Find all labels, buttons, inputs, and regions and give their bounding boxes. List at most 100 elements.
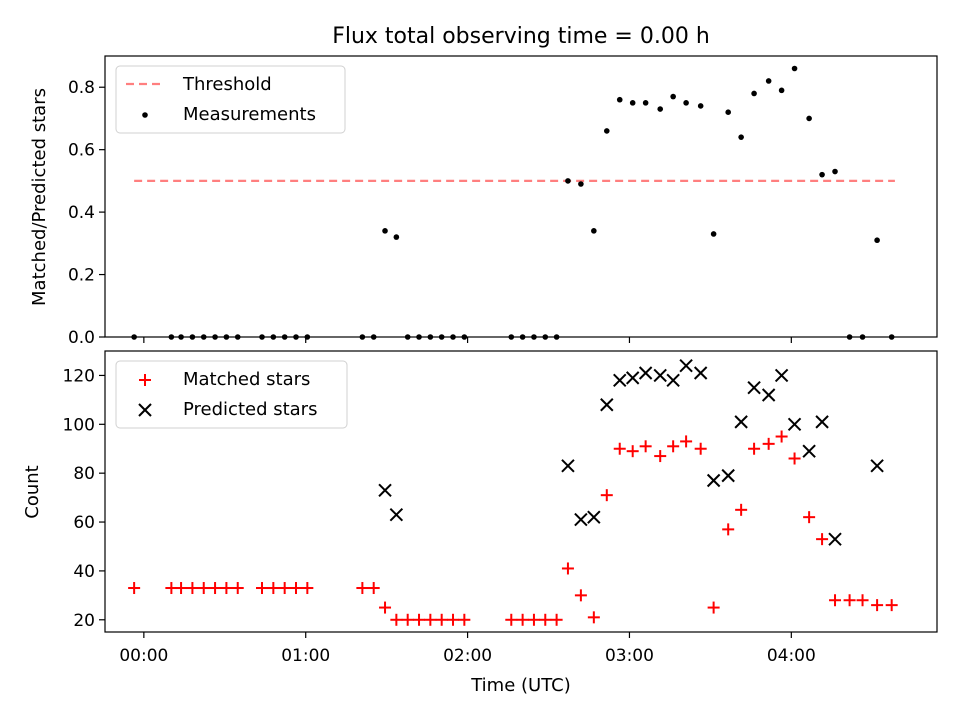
top-y-label: Matched/Predicted stars <box>29 88 50 306</box>
x-tick-label: 00:00 <box>119 646 168 666</box>
matched-stars-point <box>829 594 842 607</box>
matched-stars-point <box>231 582 244 595</box>
bottom-x-ticks: 00:00 01:00 02:00 03:00 04:00 <box>119 632 816 666</box>
measurement-point <box>697 103 704 109</box>
y-tick-label: 0.8 <box>68 78 95 98</box>
matched-stars-point <box>186 582 199 595</box>
bottom-y-label: Count <box>22 465 43 518</box>
matched-stars-point <box>856 594 869 607</box>
chart-title: Flux total observing time = 0.00 h <box>332 24 710 49</box>
y-tick-label: 60 <box>73 513 95 533</box>
predicted-stars-point <box>389 508 404 522</box>
measurement-point <box>710 231 717 237</box>
measurement-point <box>832 168 838 175</box>
matched-stars-point <box>735 503 748 516</box>
bottom-axes-frame <box>104 350 938 633</box>
matched-stars-point <box>722 523 735 536</box>
y-tick-label: 0.6 <box>68 141 95 161</box>
matched-stars-point <box>694 442 707 455</box>
matched-stars-point <box>561 562 574 575</box>
matched-stars-point <box>220 582 233 595</box>
matched-stars-point <box>278 582 291 595</box>
predicted-stars-point <box>706 473 721 488</box>
matched-stars-point <box>587 611 600 624</box>
y-tick-label: 120 <box>63 366 95 386</box>
matched-stars-point <box>539 613 552 626</box>
matched-stars-point <box>128 582 141 595</box>
top-x-ticks <box>143 337 792 343</box>
matched-stars-point <box>550 613 563 626</box>
y-tick-label: 0.4 <box>68 203 95 223</box>
predicted-stars-point <box>802 444 816 458</box>
matched-stars-point <box>762 437 775 450</box>
predicted-stars-point <box>828 532 842 546</box>
top-legend: Threshold Measurements <box>115 65 346 134</box>
measurement-point <box>806 115 812 122</box>
matched-stars-point <box>390 613 403 626</box>
measurement-point <box>629 100 636 106</box>
matched-stars-point <box>639 440 652 453</box>
predicted-stars-point <box>561 459 575 473</box>
matched-stars-point <box>680 435 693 448</box>
legend-matched-label: Matched stars <box>183 369 310 390</box>
matched-stars-point <box>209 582 222 595</box>
matched-stars-point <box>175 582 188 595</box>
predicted-stars-point <box>693 366 708 380</box>
matched-stars-point <box>748 442 761 455</box>
measurement-point <box>725 109 731 115</box>
legend-measurements-swatch <box>142 112 148 118</box>
measurement-point <box>874 237 880 244</box>
matched-stars-point <box>197 582 210 595</box>
predicted-stars-point <box>815 415 829 429</box>
top-y-ticks: 0.0 0.2 0.4 0.6 0.8 <box>68 78 105 348</box>
matched-stars-point <box>667 440 680 453</box>
predicted-stars-point <box>787 417 802 432</box>
measurement-point <box>778 87 785 94</box>
top-axes-frame <box>104 55 938 338</box>
matched-stars-point <box>527 613 540 626</box>
measurement-point <box>791 65 798 72</box>
bottom-marks <box>128 358 898 626</box>
matched-stars-point <box>290 582 303 595</box>
matched-stars-point <box>654 450 667 463</box>
predicted-stars-point <box>378 483 392 497</box>
measurement-point <box>565 178 571 184</box>
measurement-point <box>591 228 597 234</box>
predicted-stars-point <box>666 373 680 388</box>
legend-predicted-label: Predicted stars <box>183 399 317 420</box>
y-tick-label: 80 <box>73 464 95 484</box>
matched-stars-point <box>267 582 280 595</box>
measurement-point <box>765 78 772 84</box>
matched-stars-point <box>613 442 626 455</box>
measurement-point <box>642 100 649 106</box>
measurement-point <box>657 106 664 112</box>
x-tick-label: 03:00 <box>605 646 654 666</box>
matched-stars-point <box>435 613 448 626</box>
predicted-stars-point <box>721 468 735 483</box>
y-tick-label: 20 <box>73 611 95 631</box>
matched-stars-point <box>626 445 639 458</box>
bottom-y-ticks: 20 40 60 80 100 120 <box>63 366 105 631</box>
matched-stars-point <box>424 613 437 626</box>
bottom-legend-box <box>115 360 348 429</box>
predicted-stars-point <box>653 368 667 383</box>
bottom-x-label: Time (UTC) <box>470 675 571 696</box>
y-tick-label: 0.2 <box>68 266 95 286</box>
predicted-stars-point <box>638 366 653 380</box>
predicted-stars-point <box>574 512 588 527</box>
matched-stars-point <box>401 613 414 626</box>
legend-predicted-swatch <box>138 403 152 417</box>
matched-stars-point <box>600 489 613 502</box>
y-tick-label: 40 <box>73 562 95 582</box>
matched-stars-point <box>505 613 518 626</box>
predicted-stars-point <box>679 358 693 373</box>
predicted-stars-point <box>613 373 627 388</box>
y-tick-label: 100 <box>63 415 95 435</box>
predicted-stars-point <box>600 398 614 412</box>
matched-stars-point <box>843 594 856 607</box>
matched-stars-point <box>301 582 314 595</box>
top-legend-box <box>115 65 346 134</box>
measurement-point <box>751 90 757 97</box>
legend-matched-swatch <box>139 374 151 386</box>
